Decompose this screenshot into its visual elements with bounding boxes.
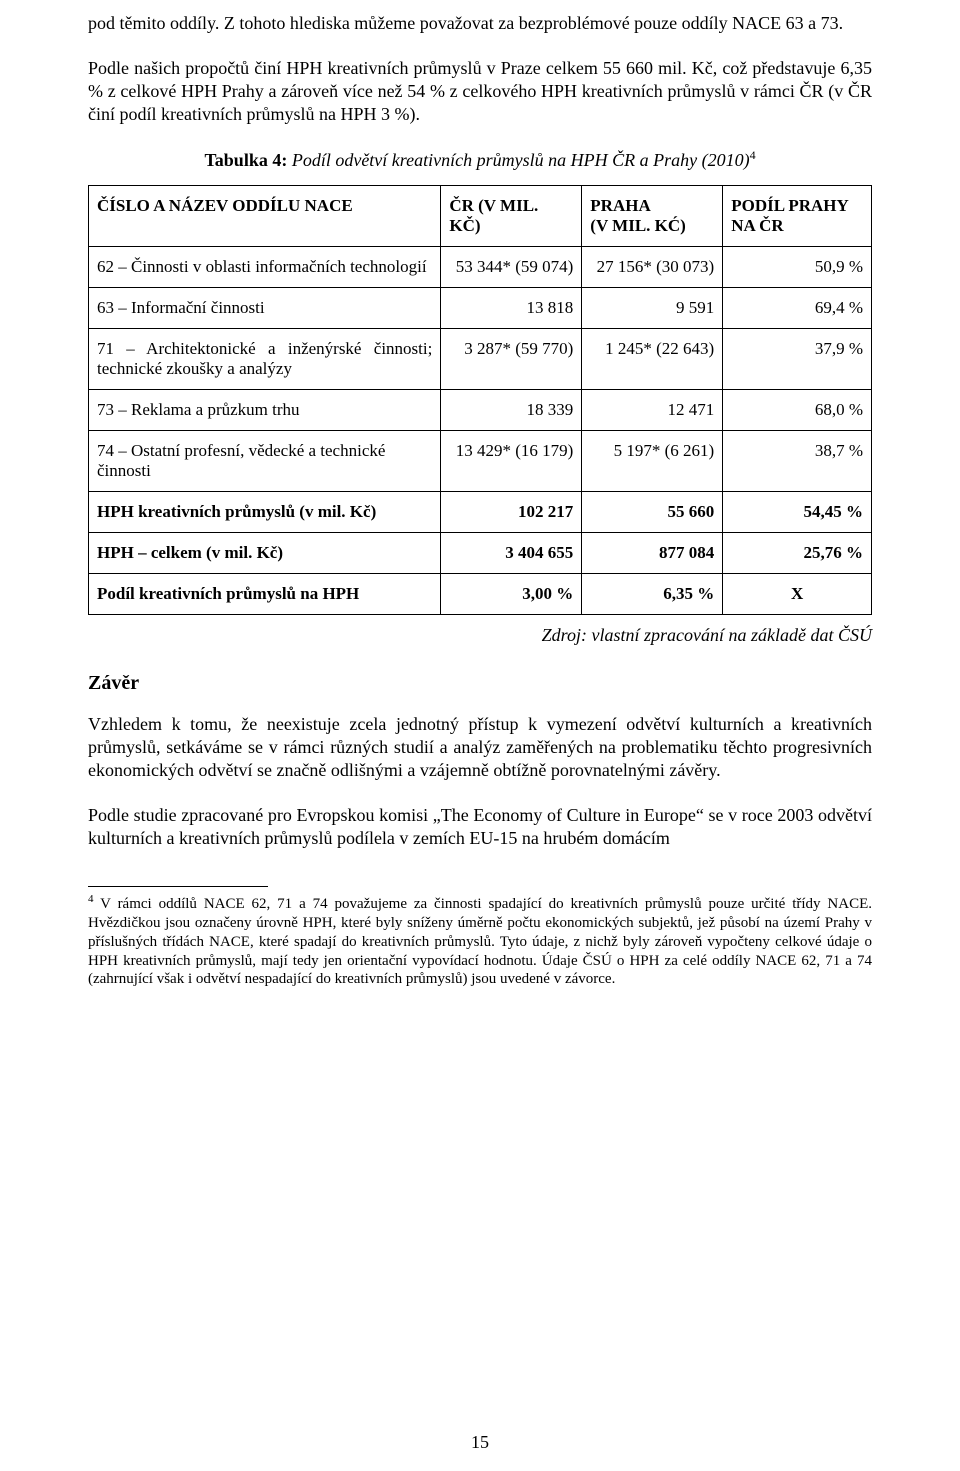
th-praha-line2: (V MIL. KĆ) (590, 216, 686, 235)
cell-podil: 37,9 % (723, 329, 872, 390)
paragraph-3: Vzhledem k tomu, že neexistuje zcela jed… (88, 713, 872, 782)
cell-praha: 9 591 (582, 288, 723, 329)
cell-name: 63 – Informační činnosti (89, 288, 441, 329)
footnote: 4 V rámci oddílů NACE 62, 71 a 74 považu… (88, 893, 872, 989)
cell-podil: 50,9 % (723, 247, 872, 288)
cell-name: HPH – celkem (v mil. Kč) (89, 533, 441, 574)
cell-praha: 5 197* (6 261) (582, 431, 723, 492)
table-row: 74 – Ostatní profesní, vědecké a technic… (89, 431, 872, 492)
cell-podil: 54,45 % (723, 492, 872, 533)
cell-cr: 3,00 % (441, 574, 582, 615)
table-row: 73 – Reklama a průzkum trhu18 33912 4716… (89, 390, 872, 431)
caption-text: Podíl odvětví kreativních průmyslů na HP… (292, 150, 750, 170)
table-caption: Tabulka 4: Podíl odvětví kreativních prů… (88, 148, 872, 171)
th-name: ČÍSLO A NÁZEV ODDÍLU NACE (89, 186, 441, 247)
th-cr: ČR (V MIL. KČ) (441, 186, 582, 247)
table-row: HPH kreativních průmyslů (v mil. Kč)102 … (89, 492, 872, 533)
cell-praha: 1 245* (22 643) (582, 329, 723, 390)
page: pod těmito oddíly. Z tohoto hlediska můž… (0, 0, 960, 1471)
cell-cr: 13 818 (441, 288, 582, 329)
caption-superscript: 4 (750, 148, 756, 162)
cell-podil: 69,4 % (723, 288, 872, 329)
table-row: Podíl kreativních průmyslů na HPH3,00 %6… (89, 574, 872, 615)
footnote-text: V rámci oddílů NACE 62, 71 a 74 považuje… (88, 896, 872, 987)
th-podil-line1: PODÍL PRAHY (731, 196, 849, 215)
cell-name: 73 – Reklama a průzkum trhu (89, 390, 441, 431)
section-heading: Závěr (88, 672, 872, 695)
table-row: HPH – celkem (v mil. Kč)3 404 655877 084… (89, 533, 872, 574)
cell-name: HPH kreativních průmyslů (v mil. Kč) (89, 492, 441, 533)
cell-cr: 13 429* (16 179) (441, 431, 582, 492)
table-row: 62 – Činnosti v oblasti informačních tec… (89, 247, 872, 288)
source-line: Zdroj: vlastní zpracování na základě dat… (88, 625, 872, 646)
cell-praha: 6,35 % (582, 574, 723, 615)
cell-name: Podíl kreativních průmyslů na HPH (89, 574, 441, 615)
cell-name: 62 – Činnosti v oblasti informačních tec… (89, 247, 441, 288)
th-podil-line2: NA ČR (731, 216, 783, 235)
cell-podil: 38,7 % (723, 431, 872, 492)
cell-cr: 53 344* (59 074) (441, 247, 582, 288)
cell-cr: 3 287* (59 770) (441, 329, 582, 390)
cell-cr: 3 404 655 (441, 533, 582, 574)
paragraph-2: Podle našich propočtů činí HPH kreativní… (88, 57, 872, 126)
paragraph-4: Podle studie zpracované pro Evropskou ko… (88, 804, 872, 850)
cell-praha: 55 660 (582, 492, 723, 533)
cell-name: 71 – Architektonické a inženýrské činnos… (89, 329, 441, 390)
cell-podil: 68,0 % (723, 390, 872, 431)
cell-cr: 18 339 (441, 390, 582, 431)
footnote-separator (88, 886, 268, 887)
th-praha: PRAHA (V MIL. KĆ) (582, 186, 723, 247)
paragraph-1: pod těmito oddíly. Z tohoto hlediska můž… (88, 12, 872, 35)
cell-name: 74 – Ostatní profesní, vědecké a technic… (89, 431, 441, 492)
table-body: 62 – Činnosti v oblasti informačních tec… (89, 247, 872, 615)
cell-praha: 12 471 (582, 390, 723, 431)
cell-podil: 25,76 % (723, 533, 872, 574)
table-row: 63 – Informační činnosti13 8189 59169,4 … (89, 288, 872, 329)
cell-podil: X (723, 574, 872, 615)
th-praha-line1: PRAHA (590, 196, 650, 215)
page-number: 15 (0, 1432, 960, 1453)
data-table: ČÍSLO A NÁZEV ODDÍLU NACE ČR (V MIL. KČ)… (88, 185, 872, 615)
cell-praha: 27 156* (30 073) (582, 247, 723, 288)
caption-prefix: Tabulka 4: (204, 150, 291, 170)
table-row: 71 – Architektonické a inženýrské činnos… (89, 329, 872, 390)
table-header-row: ČÍSLO A NÁZEV ODDÍLU NACE ČR (V MIL. KČ)… (89, 186, 872, 247)
th-podil: PODÍL PRAHY NA ČR (723, 186, 872, 247)
cell-cr: 102 217 (441, 492, 582, 533)
cell-praha: 877 084 (582, 533, 723, 574)
